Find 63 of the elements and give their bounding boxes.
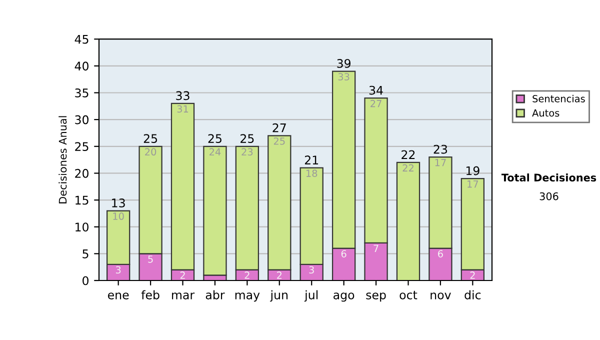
- data-label: 27: [370, 100, 382, 108]
- data-label: 31: [177, 105, 188, 113]
- data-label: 17: [468, 180, 478, 188]
- x-tick-label: mar: [172, 292, 195, 300]
- x-tick-label: sep: [366, 292, 386, 302]
- y-tick-label: 40: [74, 62, 88, 71]
- data-label: 3: [309, 266, 314, 274]
- total-label: 23: [434, 144, 448, 154]
- data-label: 6: [341, 250, 346, 258]
- x-tick-label: dic: [464, 290, 481, 300]
- total-label: 33: [176, 91, 190, 100]
- x-tick-label: ene: [108, 292, 129, 300]
- data-label: 7: [374, 244, 378, 252]
- total-label: 39: [337, 58, 350, 68]
- y-tick-label: 0: [82, 276, 88, 286]
- total-label: 13: [112, 198, 125, 208]
- data-label: 22: [402, 164, 414, 172]
- x-tick-label: ago: [334, 292, 354, 302]
- text: 306: [540, 192, 558, 200]
- y-tick-label: 20: [75, 168, 88, 178]
- x-tick-label: oct: [400, 290, 418, 300]
- data-label: 23: [242, 148, 253, 156]
- y-axis-title: Decisiones Anual: [58, 116, 67, 204]
- y-tick-label: 30: [75, 115, 88, 124]
- data-label: 24: [209, 148, 221, 156]
- data-label: 33: [338, 73, 350, 80]
- total-label: 19: [466, 166, 480, 176]
- data-label: 2: [180, 272, 185, 279]
- total-label: 25: [240, 134, 254, 144]
- data-label: 3: [116, 266, 121, 274]
- data-label: 6: [438, 250, 443, 258]
- text: Total Decisiones: [501, 173, 596, 182]
- y-tick-label: 35: [75, 88, 88, 98]
- data-label: 10: [113, 212, 124, 220]
- y-tick-label: 5: [82, 250, 88, 258]
- data-label: 25: [274, 137, 285, 145]
- data-label: 5: [148, 256, 153, 263]
- x-tick-label: nov: [430, 292, 451, 300]
- bar: [396, 162, 420, 280]
- total-label: 25: [144, 134, 158, 144]
- bar: [203, 146, 227, 276]
- total-label: 21: [304, 156, 318, 164]
- total-label: 22: [402, 150, 415, 159]
- data-label: 17: [435, 159, 446, 166]
- y-tick-label: 10: [76, 222, 88, 232]
- y-tick-label: 15: [76, 196, 88, 205]
- x-tick-label: jun: [270, 290, 288, 302]
- total-label: 27: [272, 123, 286, 132]
- x-tick-label: abr: [206, 290, 225, 300]
- x-tick-label: feb: [141, 290, 160, 300]
- data-label: 20: [145, 148, 156, 156]
- y-tick-label: 45: [74, 34, 88, 44]
- x-tick-label: may: [235, 292, 260, 302]
- data-label: 2: [470, 272, 475, 279]
- data-label: 18: [306, 170, 318, 177]
- x-tick-label: jul: [304, 290, 318, 302]
- legend-label: Autos: [532, 109, 560, 117]
- y-tick-label: 25: [75, 142, 88, 152]
- data-label: 2: [277, 272, 282, 279]
- legend-label: Sentencias: [532, 94, 585, 102]
- total-label: 25: [208, 134, 222, 144]
- total-label: 34: [369, 86, 383, 95]
- data-label: 2: [244, 272, 250, 279]
